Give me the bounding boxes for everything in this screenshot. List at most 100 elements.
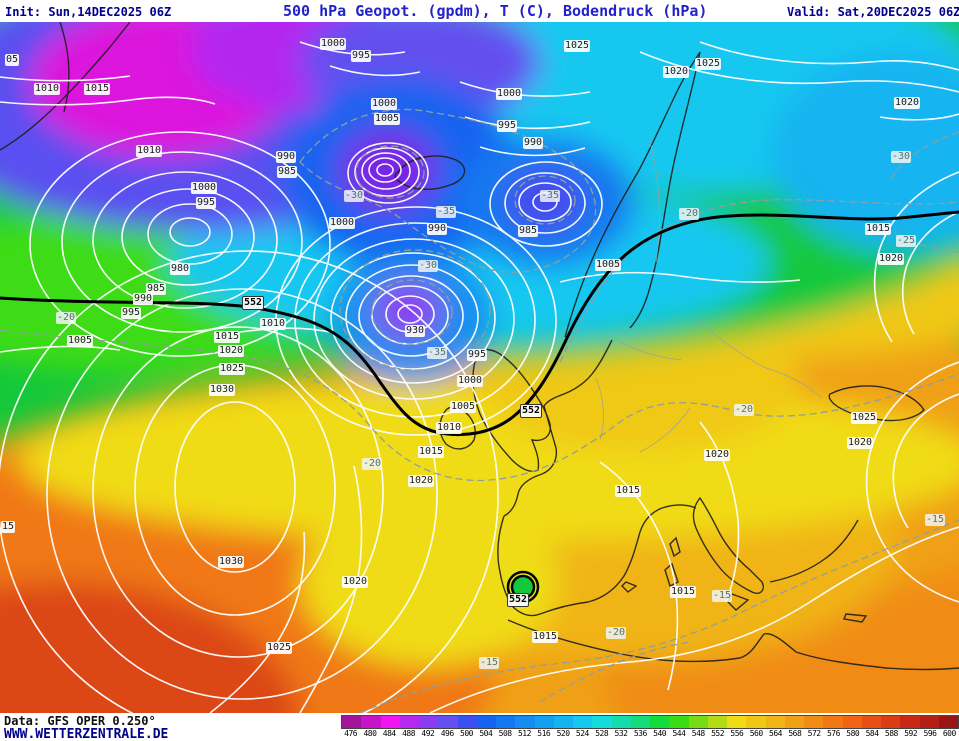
header-bar: Init: Sun,14DEC2025 06Z 500 hPa Geopot. … bbox=[0, 0, 959, 22]
temperature-contour-label: -35 bbox=[539, 190, 561, 202]
pressure-contour-label: 985 bbox=[145, 283, 167, 295]
pressure-contour-label: 1005 bbox=[66, 335, 94, 347]
pressure-contour-label: 1015 bbox=[531, 631, 559, 643]
colorbar-tick-label: 488 bbox=[402, 729, 416, 738]
data-source-label: Data: GFS OPER 0.250° bbox=[4, 714, 156, 728]
temperature-contour-label: -35 bbox=[435, 206, 457, 218]
pressure-contour-label: 1000 bbox=[328, 217, 356, 229]
pressure-contour-label: 1020 bbox=[846, 437, 874, 449]
pressure-contour-label: 1005 bbox=[449, 401, 477, 413]
temperature-contour-label: -25 bbox=[895, 235, 917, 247]
pressure-contour-label: 1015 bbox=[669, 586, 697, 598]
pressure-contour-label: 1005 bbox=[373, 113, 401, 125]
temperature-contour-label: -20 bbox=[361, 458, 383, 470]
pressure-contour-label: 1015 bbox=[417, 446, 445, 458]
colorbar-segment bbox=[496, 716, 516, 728]
pressure-contour-label: 980 bbox=[169, 263, 191, 275]
geopotential-contour-label: 552 bbox=[241, 296, 265, 310]
pressure-contour-label: 1015 bbox=[213, 331, 241, 343]
weather-map: 05 1000 995 1025 1025 1020 1010 1015 1000 1005 100… bbox=[0, 22, 959, 713]
colorbar-tick-label: 564 bbox=[769, 729, 782, 738]
pressure-contour-label: 1000 bbox=[495, 88, 523, 100]
colorbar-tick-label: 560 bbox=[749, 729, 763, 738]
pressure-contour-label: 1025 bbox=[850, 412, 878, 424]
colorbar-segment bbox=[823, 716, 843, 728]
temperature-contour-label: -30 bbox=[890, 151, 912, 163]
pressure-contour-label: 15 bbox=[0, 521, 16, 533]
colorbar-segment bbox=[881, 716, 901, 728]
colorbar-tick-label: 492 bbox=[421, 729, 435, 738]
temperature-contour-label: -15 bbox=[478, 657, 500, 669]
colorbar-tick-label: 572 bbox=[807, 729, 821, 738]
gpdm-552-contour bbox=[0, 210, 959, 437]
temperature-contour-label: -15 bbox=[711, 590, 733, 602]
temperature-contour-label: -20 bbox=[55, 312, 77, 324]
colorbar-segment bbox=[342, 716, 362, 728]
temperature-contour-label: -35 bbox=[426, 347, 448, 359]
color-field bbox=[0, 22, 959, 713]
coastlines bbox=[0, 22, 959, 671]
colorbar-tick-label: 544 bbox=[672, 729, 686, 738]
colorbar-segment bbox=[438, 716, 458, 728]
pressure-contour-label: 930 bbox=[404, 325, 426, 337]
colorbar-tick-label: 568 bbox=[788, 729, 802, 738]
map-title: 500 hPa Geopot. (gpdm), T (C), Bodendruc… bbox=[283, 2, 708, 20]
colorbar-tick-label: 556 bbox=[730, 729, 744, 738]
pressure-contour-label: 1005 bbox=[594, 259, 622, 271]
pressure-contour-label: 995 bbox=[466, 349, 488, 361]
colorbar-segment bbox=[938, 716, 958, 728]
colorbar-tick-label: 540 bbox=[653, 729, 667, 738]
colorbar-segment bbox=[515, 716, 535, 728]
geopotential-contour-label: 552 bbox=[506, 593, 530, 607]
pressure-contour-label: 1000 bbox=[456, 375, 484, 387]
pressure-contour-label: 985 bbox=[276, 166, 298, 178]
colorbar-segment bbox=[650, 716, 670, 728]
pressure-contour-label: 1010 bbox=[259, 318, 287, 330]
colorbar-tick-label: 584 bbox=[865, 729, 879, 738]
colorbar-segment bbox=[919, 716, 939, 728]
pressure-contour-label: 995 bbox=[496, 120, 518, 132]
website-label: WWW.WETTERZENTRALE.DE bbox=[4, 727, 169, 741]
pressure-contour-label: 990 bbox=[275, 151, 297, 163]
colorbar-segment bbox=[534, 716, 554, 728]
colorbar-tick-label: 592 bbox=[904, 729, 918, 738]
pressure-contour-label: 1010 bbox=[33, 83, 61, 95]
colorbar-segment bbox=[573, 716, 593, 728]
colorbar-tick-label: 500 bbox=[460, 729, 473, 738]
colorbar-tick-label: 496 bbox=[440, 729, 454, 738]
colorbar-tick-label: 484 bbox=[382, 729, 396, 738]
colorbar-segment bbox=[804, 716, 824, 728]
colorbar-segment bbox=[727, 716, 747, 728]
colorbar-tick-label: 524 bbox=[575, 729, 589, 738]
pressure-contour-label: 1025 bbox=[563, 40, 591, 52]
colorbar-tick-label: 596 bbox=[923, 729, 937, 738]
pressure-contour-label: 1020 bbox=[341, 576, 369, 588]
pressure-contour-label: 990 bbox=[426, 223, 448, 235]
pressure-contour-label: 1020 bbox=[893, 97, 921, 109]
pressure-contour-label: 1010 bbox=[435, 422, 463, 434]
colorbar-tick-label: 600 bbox=[942, 729, 956, 738]
colorbar-segment bbox=[784, 716, 804, 728]
colorbar-tick-label: 588 bbox=[884, 729, 898, 738]
colorbar-segment bbox=[861, 716, 881, 728]
geopotential-contour-label: 552 bbox=[519, 404, 543, 418]
pressure-contour-label: 1025 bbox=[218, 363, 246, 375]
colorbar-segment bbox=[707, 716, 727, 728]
colorbar bbox=[341, 715, 959, 729]
colorbar-segment bbox=[419, 716, 439, 728]
colorbar-segment bbox=[746, 716, 766, 728]
pressure-contour-label: 995 bbox=[120, 307, 142, 319]
colorbar-segment bbox=[399, 716, 419, 728]
country-borders bbox=[595, 141, 823, 453]
map-graphic bbox=[0, 22, 959, 713]
colorbar-segment bbox=[688, 716, 708, 728]
colorbar-segment bbox=[457, 716, 477, 728]
colorbar-segment bbox=[553, 716, 573, 728]
pressure-contour-label: 05 bbox=[4, 54, 20, 66]
pressure-contour-label: 1015 bbox=[83, 83, 111, 95]
temperature-contour-label: -30 bbox=[343, 190, 365, 202]
colorbar-segment bbox=[900, 716, 920, 728]
pressure-contour-label: 995 bbox=[195, 197, 217, 209]
temperature-contour-label: -15 bbox=[924, 514, 946, 526]
pressure-contour-label: 1030 bbox=[217, 556, 245, 568]
